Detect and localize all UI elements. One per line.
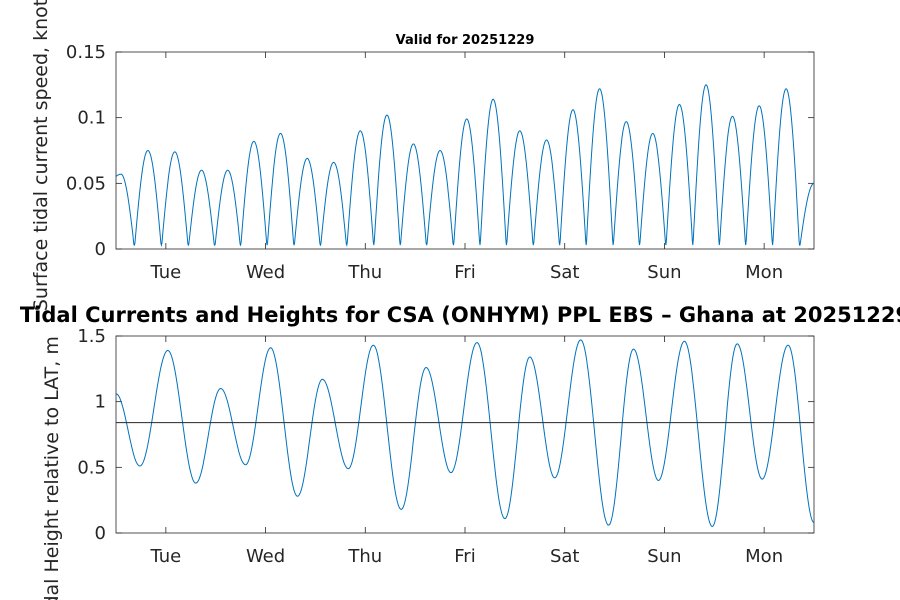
- main-title: Tidal Currents and Heights for CSA (ONHY…: [20, 303, 900, 327]
- current-speed-x-tick-label: Wed: [246, 262, 285, 283]
- current-speed-plot-box: [115, 51, 815, 250]
- tidal-height-axes: 0 0.5 1 1.5 Tue Wed Thu Fri Sat Sun Mon Tidal Heig…: [41, 326, 815, 600]
- current-speed-x-tick-label: Sun: [647, 262, 681, 283]
- tidal-height-x-tick-label: Mon: [745, 546, 783, 567]
- tidal-height-series: [115, 339, 815, 527]
- current-speed-y-tick-label: 0.15: [66, 42, 106, 63]
- tidal-height-tick-labels: 0 0.5 1 1.5 Tue Wed Thu Fri Sat Sun Mon: [77, 326, 783, 567]
- tidal-height-ticks: [116, 335, 814, 534]
- current-speed-subtitle: Valid for 20251229: [396, 33, 535, 48]
- current-speed-line: [115, 84, 815, 247]
- tidal-height-y-tick-label: 0.5: [77, 457, 106, 478]
- current-speed-axes: 0 0.05 0.1 0.15 Tue Wed Thu Fri Sat Sun Mon Valid …: [30, 0, 815, 311]
- tidal-height-y-tick-label: 1.5: [77, 326, 106, 347]
- current-speed-y-tick-label: 0.05: [66, 173, 106, 194]
- current-speed-x-tick-label: Mon: [745, 262, 783, 283]
- current-speed-x-tick-label: Thu: [347, 262, 382, 283]
- current-speed-y-axis-label: Surface tidal current speed, knots: [30, 0, 52, 311]
- tidal-height-y-tick-label: 1: [95, 392, 106, 413]
- tidal-height-plot-box: [115, 335, 815, 534]
- tidal-height-x-tick-label: Sun: [647, 546, 681, 567]
- current-speed-x-tick-label: Fri: [454, 262, 475, 283]
- current-speed-series: [115, 84, 815, 247]
- current-speed-x-tick-label: Tue: [149, 262, 181, 283]
- tidal-height-x-tick-label: Tue: [149, 546, 181, 567]
- current-speed-y-tick-label: 0: [95, 239, 106, 260]
- current-speed-x-tick-label: Sat: [550, 262, 580, 283]
- current-speed-tick-labels: 0 0.05 0.1 0.15 Tue Wed Thu Fri Sat Sun Mon: [66, 42, 783, 283]
- current-speed-ticks: [116, 51, 814, 250]
- tidal-height-x-tick-label: Sat: [550, 546, 580, 567]
- tidal-height-x-tick-label: Fri: [454, 546, 475, 567]
- tidal-height-x-tick-label: Wed: [246, 546, 285, 567]
- tidal-height-line: [115, 339, 815, 527]
- tidal-height-x-tick-label: Thu: [347, 546, 382, 567]
- tidal-height-y-tick-label: 0: [95, 523, 106, 544]
- current-speed-y-tick-label: 0.1: [77, 108, 106, 129]
- tidal-height-y-axis-label: Tidal Height relative to LAT, m: [41, 336, 63, 600]
